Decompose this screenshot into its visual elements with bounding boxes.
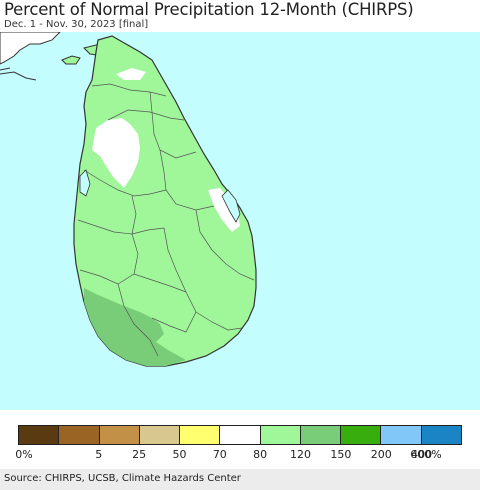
legend-swatch-2 bbox=[99, 426, 140, 444]
puttalam-lagoon bbox=[79, 169, 91, 197]
legend-swatch-6 bbox=[260, 426, 301, 444]
legend-tick-label: 120 bbox=[290, 448, 312, 461]
precipitation-map bbox=[0, 32, 480, 410]
normal-region-east bbox=[208, 188, 240, 232]
map-subtitle: Dec. 1 - Nov. 30, 2023 [final] bbox=[4, 19, 149, 30]
source-credit: Source: CHIRPS, UCSB, Climate Hazards Ce… bbox=[4, 473, 241, 484]
legend-tick-label: 5 bbox=[95, 448, 103, 461]
legend-tick-label: 50 bbox=[172, 448, 187, 461]
district-boundaries bbox=[77, 83, 255, 357]
east-lagoon bbox=[221, 189, 241, 223]
legend-swatch-3 bbox=[139, 426, 181, 444]
legend-swatch-0 bbox=[19, 426, 60, 444]
india-coastline bbox=[0, 32, 61, 65]
legend-tick-label: 25 bbox=[132, 448, 147, 461]
legend-tick-label: 200 bbox=[370, 448, 392, 461]
legend-tick-label: 80 bbox=[253, 448, 268, 461]
legend-swatch-9 bbox=[381, 426, 422, 444]
normal-region-north bbox=[116, 68, 146, 80]
legend-swatch-1 bbox=[59, 426, 100, 444]
legend-tick-label: 400 bbox=[411, 448, 433, 461]
legend-swatch-5 bbox=[220, 426, 261, 444]
india-coast-islands bbox=[0, 67, 37, 81]
legend-tick-label: 150 bbox=[330, 448, 352, 461]
legend-tick-label: 0% bbox=[15, 448, 33, 461]
legend-tick-label: 70 bbox=[212, 448, 227, 461]
legend-swatch-10 bbox=[421, 426, 461, 444]
map-title: Percent of Normal Precipitation 12-Month… bbox=[4, 0, 414, 19]
legend-tick-label: 600% bbox=[410, 448, 442, 461]
legend-swatch-8 bbox=[341, 426, 382, 444]
legend-bar bbox=[18, 425, 462, 445]
normal-region-northwest bbox=[92, 118, 140, 188]
legend-swatch-4 bbox=[180, 426, 221, 444]
legend-swatch-7 bbox=[300, 426, 342, 444]
footer: Source: CHIRPS, UCSB, Climate Hazards Ce… bbox=[0, 469, 480, 490]
wetter-region bbox=[84, 288, 186, 366]
